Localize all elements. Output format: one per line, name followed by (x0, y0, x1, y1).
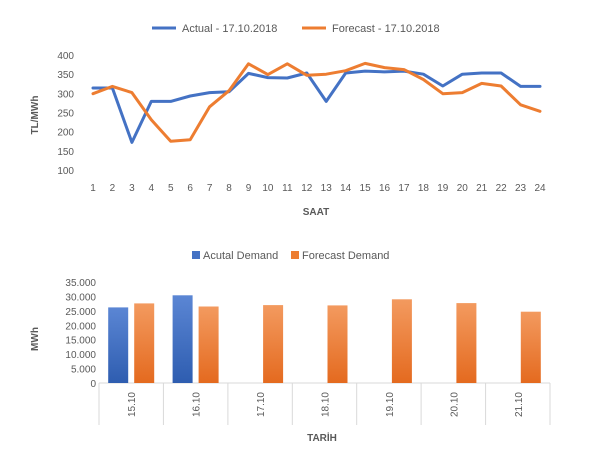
bar-chart-x-axis-label: TARİH (307, 431, 337, 444)
line-chart-series (91, 61, 542, 144)
bar-y-tick-2: 10.000 (65, 350, 96, 361)
bar-y-tick-3: 15.000 (65, 336, 96, 347)
line-x-tick-5: 6 (187, 183, 193, 194)
line-legend-label-1: Forecast - 17.10.2018 (332, 23, 440, 35)
bar-y-tick-7: 35.000 (65, 278, 96, 289)
bar-0-1 (172, 295, 193, 383)
bar-y-tick-6: 30.000 (65, 292, 96, 303)
bar-y-tick-1: 5.000 (71, 365, 96, 376)
bar-1-2 (263, 305, 284, 383)
line-y-tick-1: 150 (57, 147, 74, 158)
line-chart-x-axis-label: SAAT (303, 207, 329, 218)
bar-x-tick-1: 16.10 (192, 392, 203, 417)
line-x-tick-14: 15 (360, 183, 372, 194)
line-x-tick-15: 16 (379, 183, 391, 194)
bar-x-tick-5: 20.10 (449, 392, 460, 417)
line-x-tick-13: 14 (340, 183, 352, 194)
line-x-tick-19: 20 (457, 183, 469, 194)
bar-legend-label-1: Forecast Demand (302, 250, 389, 262)
line-chart-x-ticks: 1 2 3 4 5 6 7 8 9 10 11 12 13 14 15 16 17 18 19 20 21 22 23 24 (90, 183, 546, 194)
line-y-tick-6: 400 (57, 51, 74, 62)
line-x-tick-22: 23 (515, 183, 527, 194)
bar-1-1 (198, 306, 219, 383)
bar-1-3 (327, 305, 348, 383)
line-x-tick-0: 1 (90, 183, 96, 194)
line-x-tick-1: 2 (110, 183, 116, 194)
bar-y-tick-5: 25.000 (65, 307, 96, 318)
bar-x-tick-2: 17.10 (256, 392, 267, 417)
line-x-tick-17: 18 (418, 183, 430, 194)
line-x-tick-11: 12 (301, 183, 313, 194)
bar-chart-bars (108, 295, 541, 383)
line-chart: Actual - 17.10.2018 Forecast - 17.10.2018… (30, 23, 546, 218)
line-x-tick-23: 24 (534, 183, 546, 194)
bar-chart: Acutal Demand Forecast Demand 0 5.000 10.00… (30, 250, 551, 444)
line-x-tick-20: 21 (476, 183, 488, 194)
line-x-tick-4: 5 (168, 183, 174, 194)
line-x-tick-21: 22 (496, 183, 508, 194)
bar-chart-y-axis-label: MWh (30, 327, 41, 351)
bar-y-tick-0: 0 (90, 379, 96, 390)
line-x-tick-12: 13 (321, 183, 333, 194)
bar-legend-swatch-1 (291, 251, 299, 259)
line-x-tick-2: 3 (129, 183, 135, 194)
line-x-tick-6: 7 (207, 183, 213, 194)
line-x-tick-16: 17 (398, 183, 410, 194)
bar-0-0 (108, 307, 129, 383)
bar-1-0 (134, 303, 155, 383)
line-y-tick-0: 100 (57, 166, 74, 177)
bar-chart-y-ticks: 0 5.000 10.000 15.000 20.000 25.000 30.000 35.0… (65, 278, 96, 390)
bar-1-5 (456, 303, 477, 383)
bar-chart-x-ticks: 15.10 16.10 17.10 18.10 19.10 20.10 21.10 (98, 383, 551, 425)
bar-x-tick-4: 19.10 (385, 392, 396, 417)
line-x-tick-3: 4 (149, 183, 155, 194)
line-y-tick-4: 300 (57, 89, 74, 100)
line-x-tick-7: 8 (226, 183, 232, 194)
bar-1-4 (391, 299, 412, 383)
bar-1-6 (520, 311, 541, 383)
bar-chart-legend: Acutal Demand Forecast Demand (192, 250, 389, 262)
bar-x-tick-6: 21.10 (514, 392, 525, 417)
line-x-tick-18: 19 (437, 183, 449, 194)
line-x-tick-8: 9 (246, 183, 252, 194)
line-series-1 (91, 61, 542, 143)
line-x-tick-9: 10 (262, 183, 274, 194)
line-chart-y-ticks: 100 150 200 250 300 350 400 (57, 51, 74, 177)
line-y-tick-3: 250 (57, 109, 74, 120)
line-x-tick-10: 11 (282, 183, 293, 194)
line-series-0 (91, 69, 542, 144)
line-y-tick-5: 350 (57, 70, 74, 81)
bar-x-tick-3: 18.10 (321, 392, 332, 417)
line-legend-label-0: Actual - 17.10.2018 (182, 23, 277, 35)
line-chart-legend: Actual - 17.10.2018 Forecast - 17.10.2018 (152, 23, 440, 35)
bar-legend-swatch-0 (192, 251, 200, 259)
bar-x-tick-0: 15.10 (127, 392, 138, 417)
bar-y-tick-4: 20.000 (65, 321, 96, 332)
line-chart-y-axis-label: TL/MWh (30, 96, 41, 135)
bar-legend-label-0: Acutal Demand (203, 250, 278, 262)
line-y-tick-2: 200 (57, 128, 74, 139)
